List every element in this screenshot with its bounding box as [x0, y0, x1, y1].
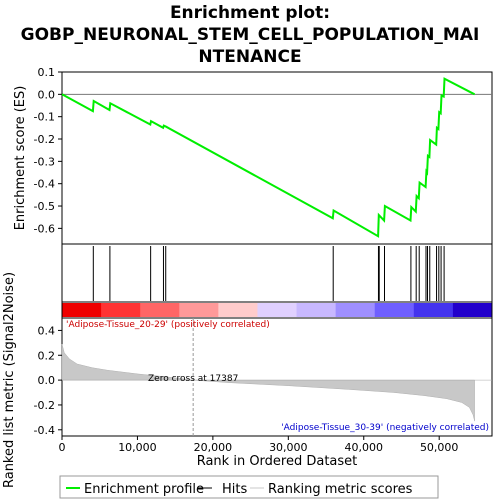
es-panel-frame	[61, 71, 493, 245]
x-axis-label: Rank in Ordered Dataset	[197, 454, 358, 469]
legend-frame	[59, 475, 439, 499]
zero-cross-label: Zero cross at 17387	[148, 374, 238, 384]
x-tick-label: 0	[59, 441, 66, 454]
ranking-bar-segment	[257, 303, 298, 317]
metric-ylabel: Ranked list metric (Signal2Noise)	[2, 272, 17, 488]
hits-panel-frame	[61, 243, 493, 303]
ranking-bar-segment	[413, 303, 454, 317]
metric-ytick-label: 0.0	[38, 374, 56, 387]
es-ytick-label: -0.2	[34, 133, 55, 146]
ranking-bar-segment	[218, 303, 258, 317]
ranking-bar-segment	[452, 303, 493, 317]
x-tick-label: 30,000	[269, 441, 308, 454]
ranking-bar-segment	[374, 303, 415, 317]
positive-correlation-label: 'Adipose-Tissue_20-29' (positively corre…	[66, 320, 270, 330]
ranking-bar-segment	[296, 303, 337, 317]
chart-title-line-2: GOBP_NEURONAL_STEM_CELL_POPULATION_MAI	[21, 25, 480, 45]
ranking-bar-segment	[140, 303, 180, 317]
metric-panel: Zero cross at 17387 'Adipose-Tissue_20-2…	[2, 272, 493, 488]
legend-label-enrichment-profile: Enrichment profile	[84, 482, 204, 497]
es-ytick-label: -0.1	[34, 111, 55, 124]
negative-correlation-label: 'Adipose-Tissue_30-39' (negatively corre…	[281, 423, 489, 433]
es-ytick-label: -0.3	[34, 155, 55, 168]
chart-title-line-3: NTENANCE	[198, 47, 301, 67]
legend-label-hits: Hits	[222, 482, 247, 497]
es-ytick-label: -0.5	[34, 200, 55, 213]
x-tick-label: 50,000	[420, 441, 459, 454]
es-ytick-label: -0.6	[34, 222, 55, 235]
ranking-bar-segment	[101, 303, 141, 317]
es-panel: 0.1 0.0 -0.1 -0.2 -0.3 -0.4 -0.5 -0.6 Enrichmen…	[13, 66, 493, 245]
ranking-metric-area	[61, 344, 475, 422]
legend-label-ranking-metric: Ranking metric scores	[268, 482, 413, 497]
metric-ytick-label: 0.4	[38, 324, 56, 337]
x-tick-label: 40,000	[345, 441, 384, 454]
x-tick-label: 20,000	[194, 441, 233, 454]
hits-panel	[61, 243, 493, 303]
legend: Enrichment profile Hits Ranking metric s…	[59, 475, 439, 499]
es-ytick-label: 0.0	[38, 88, 56, 101]
x-tick-label: 10,000	[118, 441, 157, 454]
metric-ytick-label: -0.4	[34, 424, 55, 437]
ranking-bar-segment	[179, 303, 219, 317]
ranking-bar-segment	[62, 303, 102, 317]
chart-title-line-1: Enrichment plot:	[170, 3, 330, 23]
es-ytick-label: 0.1	[38, 66, 56, 79]
x-axis: 0 10,000 20,000 30,000 40,000 50,000	[59, 436, 459, 454]
metric-ytick-label: 0.2	[38, 349, 56, 362]
enrichment-profile-line	[61, 77, 476, 238]
es-ytick-label: -0.4	[34, 178, 55, 191]
ranking-color-bar	[61, 301, 493, 319]
metric-ytick-label: -0.2	[34, 399, 55, 412]
es-ylabel: Enrichment score (ES)	[13, 86, 28, 231]
ranking-bar-segment	[335, 303, 376, 317]
